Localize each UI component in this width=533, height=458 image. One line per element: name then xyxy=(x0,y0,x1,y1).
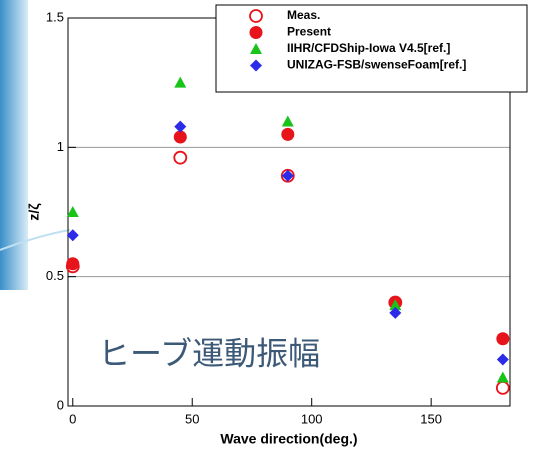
marker xyxy=(173,130,187,144)
marker xyxy=(250,43,262,54)
legend-box xyxy=(215,4,528,93)
marker xyxy=(281,127,295,141)
y-tick-label: 1.5 xyxy=(46,9,64,24)
x-tick-label: 150 xyxy=(420,411,442,426)
x-tick-label: 50 xyxy=(185,411,199,426)
marker xyxy=(174,120,187,133)
legend-label: Meas. xyxy=(287,8,320,22)
y-tick-label: 1 xyxy=(57,139,64,154)
y-tick-label: 0 xyxy=(57,397,64,412)
marker xyxy=(173,150,188,165)
marker xyxy=(249,26,263,39)
marker xyxy=(66,229,79,242)
x-axis-label: Wave direction(deg.) xyxy=(220,431,357,447)
slide-decoration xyxy=(0,0,28,290)
annotation: ヒーブ運動振幅 xyxy=(98,335,320,371)
marker xyxy=(281,115,294,127)
marker xyxy=(66,257,80,271)
marker xyxy=(496,353,509,366)
marker xyxy=(496,371,509,383)
y-tick-label: 0.5 xyxy=(46,268,64,283)
marker xyxy=(66,206,79,217)
marker xyxy=(389,306,402,319)
marker xyxy=(495,380,510,395)
y-axis-label: z/ζ xyxy=(26,203,42,221)
legend-label: UNIZAG-FSB/swenseFoam[ref.] xyxy=(287,58,466,72)
x-tick-label: 0 xyxy=(69,411,76,426)
marker xyxy=(249,9,263,23)
marker xyxy=(496,332,510,346)
legend-label: IIHR/CFDShip-Iowa V4.5[ref.] xyxy=(287,41,450,55)
marker xyxy=(389,299,402,311)
slide-decoration xyxy=(0,229,71,251)
marker xyxy=(174,76,187,88)
x-tick-label: 100 xyxy=(301,411,323,426)
marker xyxy=(250,59,262,72)
legend-label: Present xyxy=(287,25,331,39)
marker xyxy=(281,169,294,182)
